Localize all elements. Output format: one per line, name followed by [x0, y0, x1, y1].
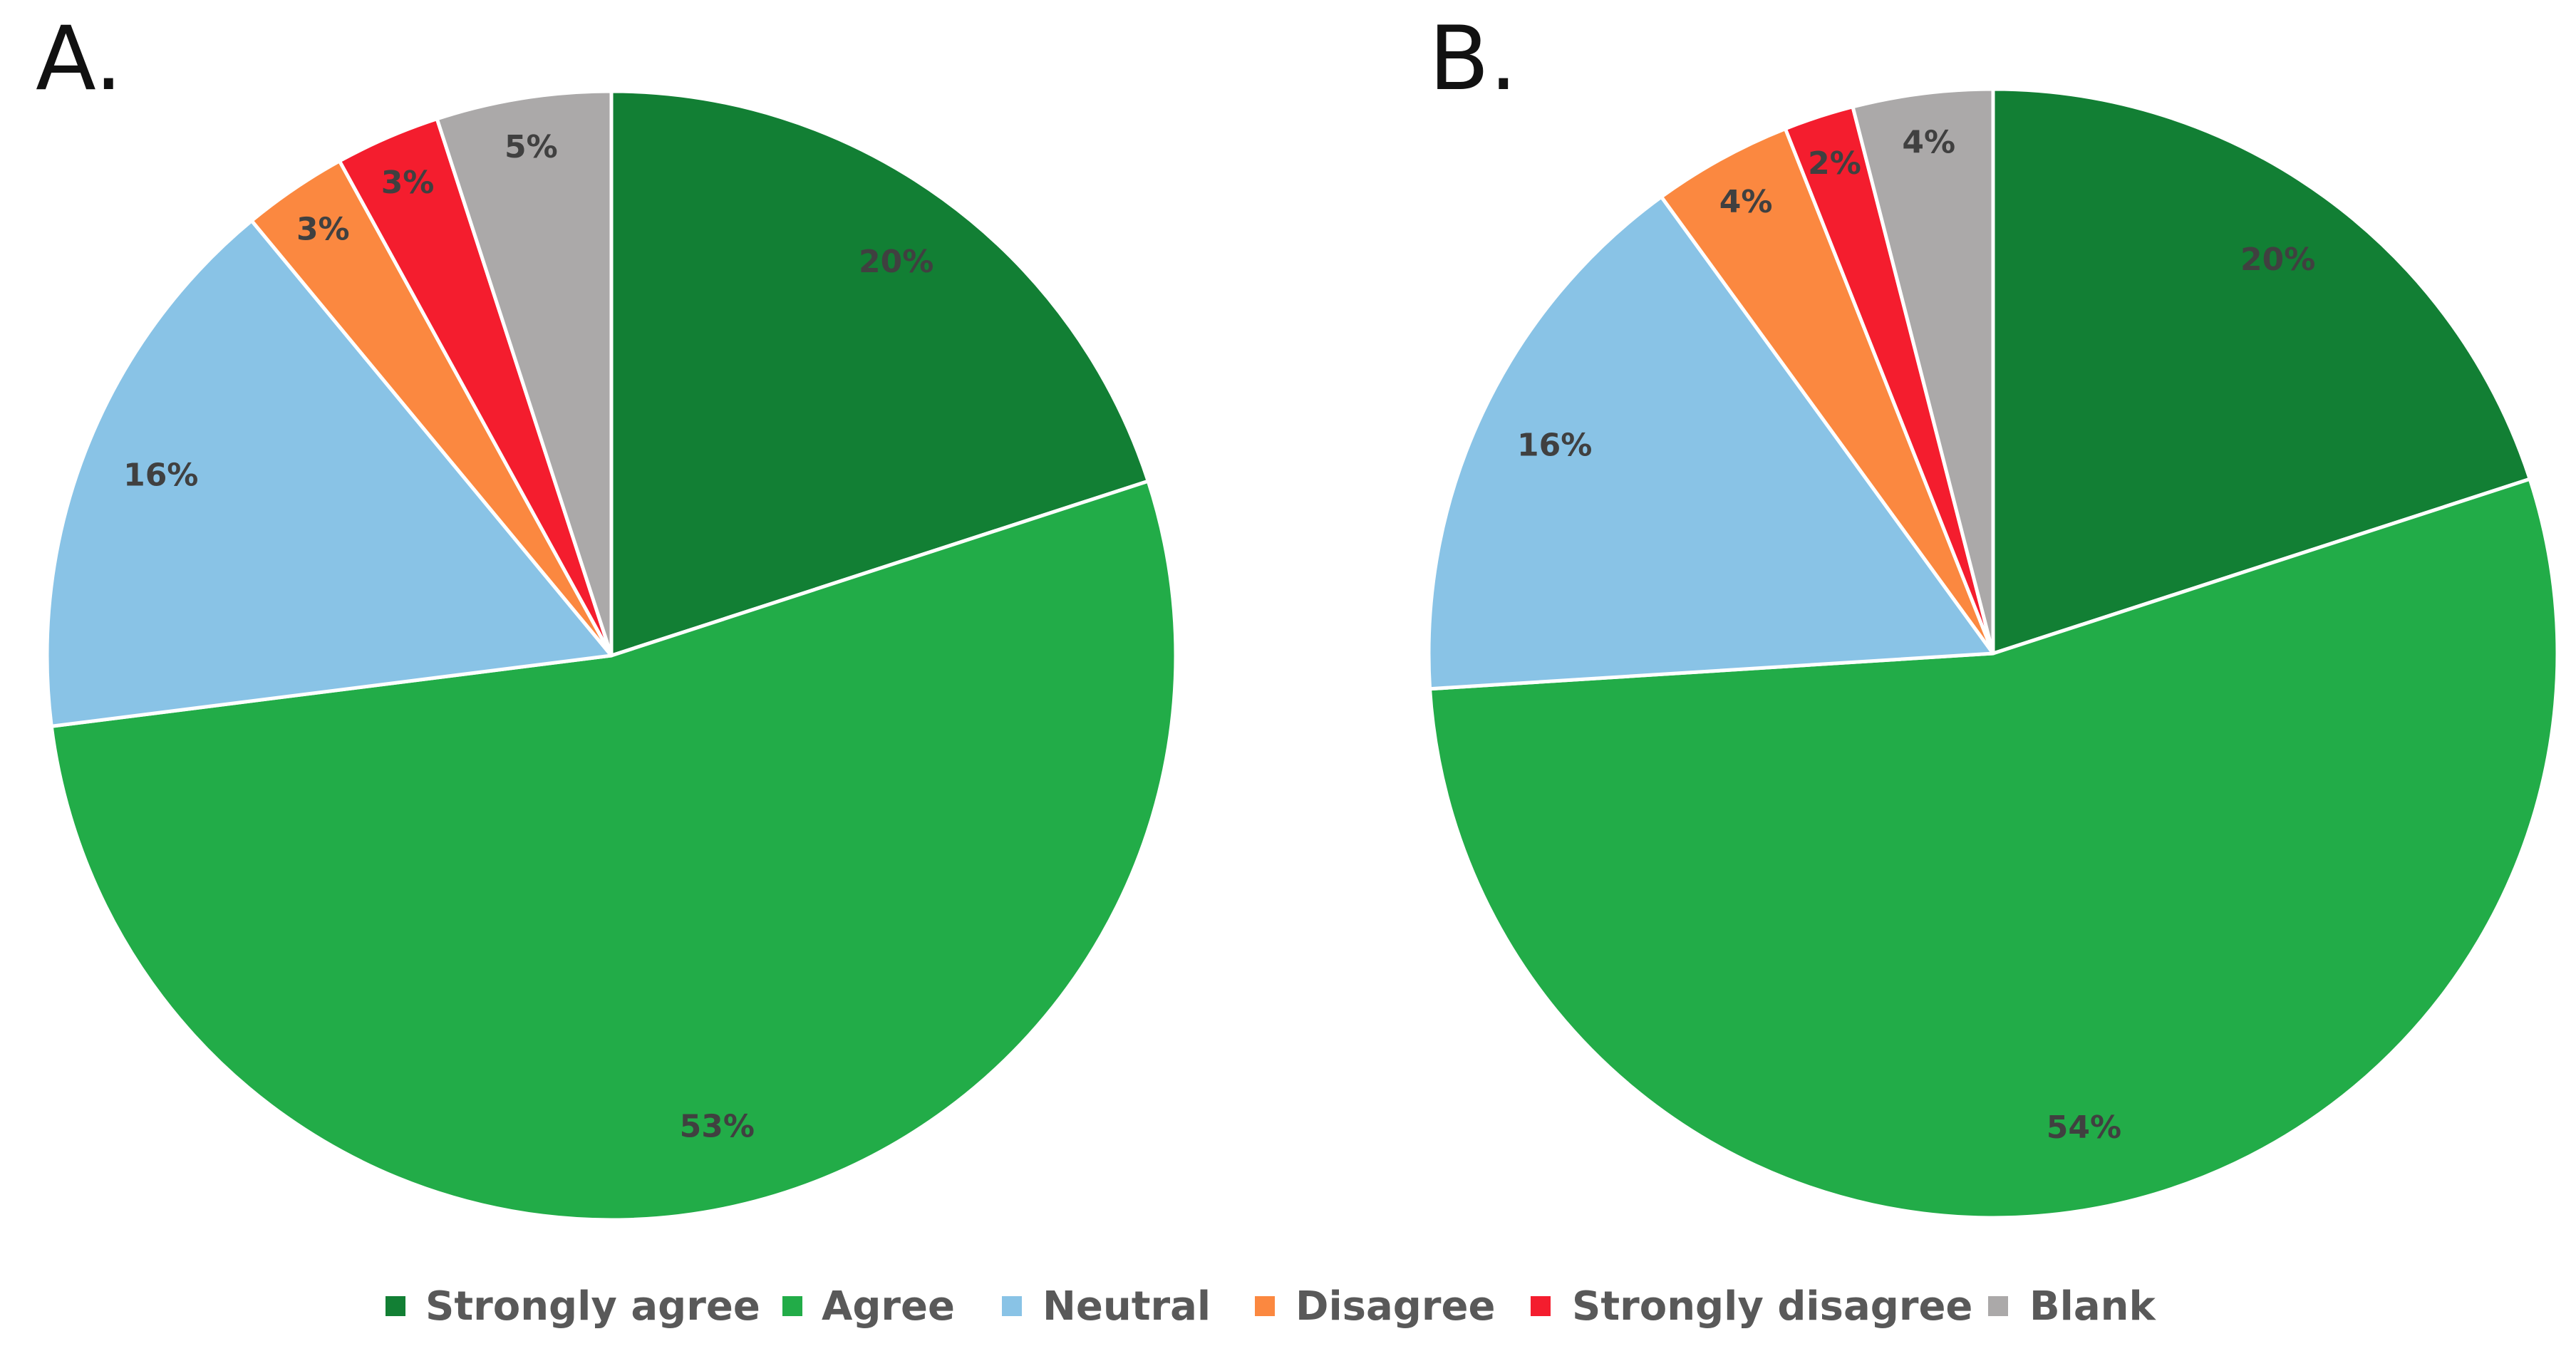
- pie-a-slice-blank: [435, 89, 614, 658]
- pie-b-label-strongly-agree: 20%: [2240, 242, 2315, 278]
- pie-b-slice-disagree: [1659, 127, 1995, 656]
- pie-b-slice-agree: [1428, 477, 2560, 1220]
- legend-swatch-strongly-disagree: [1531, 1296, 1551, 1316]
- legend-swatch-blank: [1988, 1296, 2008, 1316]
- legend-label-strongly-agree: Strongly agree: [425, 1283, 760, 1330]
- legend-swatch-strongly-agree: [386, 1296, 405, 1316]
- panel-a-letter: A.: [36, 8, 123, 110]
- pie-b-slice-strongly-agree: [1991, 87, 2532, 656]
- panel-b-letter: B.: [1429, 8, 1517, 110]
- legend-swatch-disagree: [1255, 1296, 1275, 1316]
- pie-a-label-strongly-agree: 20%: [859, 244, 933, 280]
- pie-b-slice-blank: [1851, 87, 1995, 656]
- pie-b-label-disagree: 4%: [1719, 184, 1773, 220]
- pie-a-slice-agree: [49, 479, 1178, 1222]
- pie-a-label-agree: 53%: [680, 1109, 755, 1145]
- legend-label-agree: Agree: [822, 1283, 955, 1330]
- pie-a-slice-strongly-agree: [609, 89, 1150, 658]
- legend-label-disagree: Disagree: [1295, 1283, 1495, 1330]
- pie-a-label-strongly-disagree: 3%: [381, 165, 435, 201]
- pie-a-label-neutral: 16%: [123, 457, 198, 494]
- pie-chart-a: 20% 53% 16% 3% 3% 5%: [45, 89, 1178, 1222]
- legend: Strongly agree Agree Neutral Disagree St…: [386, 1283, 2157, 1330]
- pie-a-slice-neutral: [45, 219, 614, 728]
- pie-a-label-disagree: 3%: [296, 212, 350, 248]
- pie-chart-b: 20% 54% 16% 4% 2% 4%: [1427, 87, 2560, 1220]
- pie-b-label-neutral: 16%: [1517, 427, 1592, 463]
- legend-label-strongly-disagree: Strongly disagree: [1572, 1283, 1972, 1330]
- legend-swatch-neutral: [1002, 1296, 1022, 1316]
- pie-b-label-agree: 54%: [2047, 1109, 2121, 1146]
- pie-b-slice-neutral: [1427, 195, 1995, 691]
- pie-b-label-blank: 4%: [1902, 125, 1955, 161]
- pie-b-label-strongly-disagree: 2%: [1808, 145, 1861, 182]
- legend-label-neutral: Neutral: [1043, 1283, 1211, 1330]
- legend-swatch-agree: [782, 1296, 802, 1316]
- legend-label-blank: Blank: [2029, 1283, 2157, 1330]
- pie-a-label-blank: 5%: [505, 129, 558, 165]
